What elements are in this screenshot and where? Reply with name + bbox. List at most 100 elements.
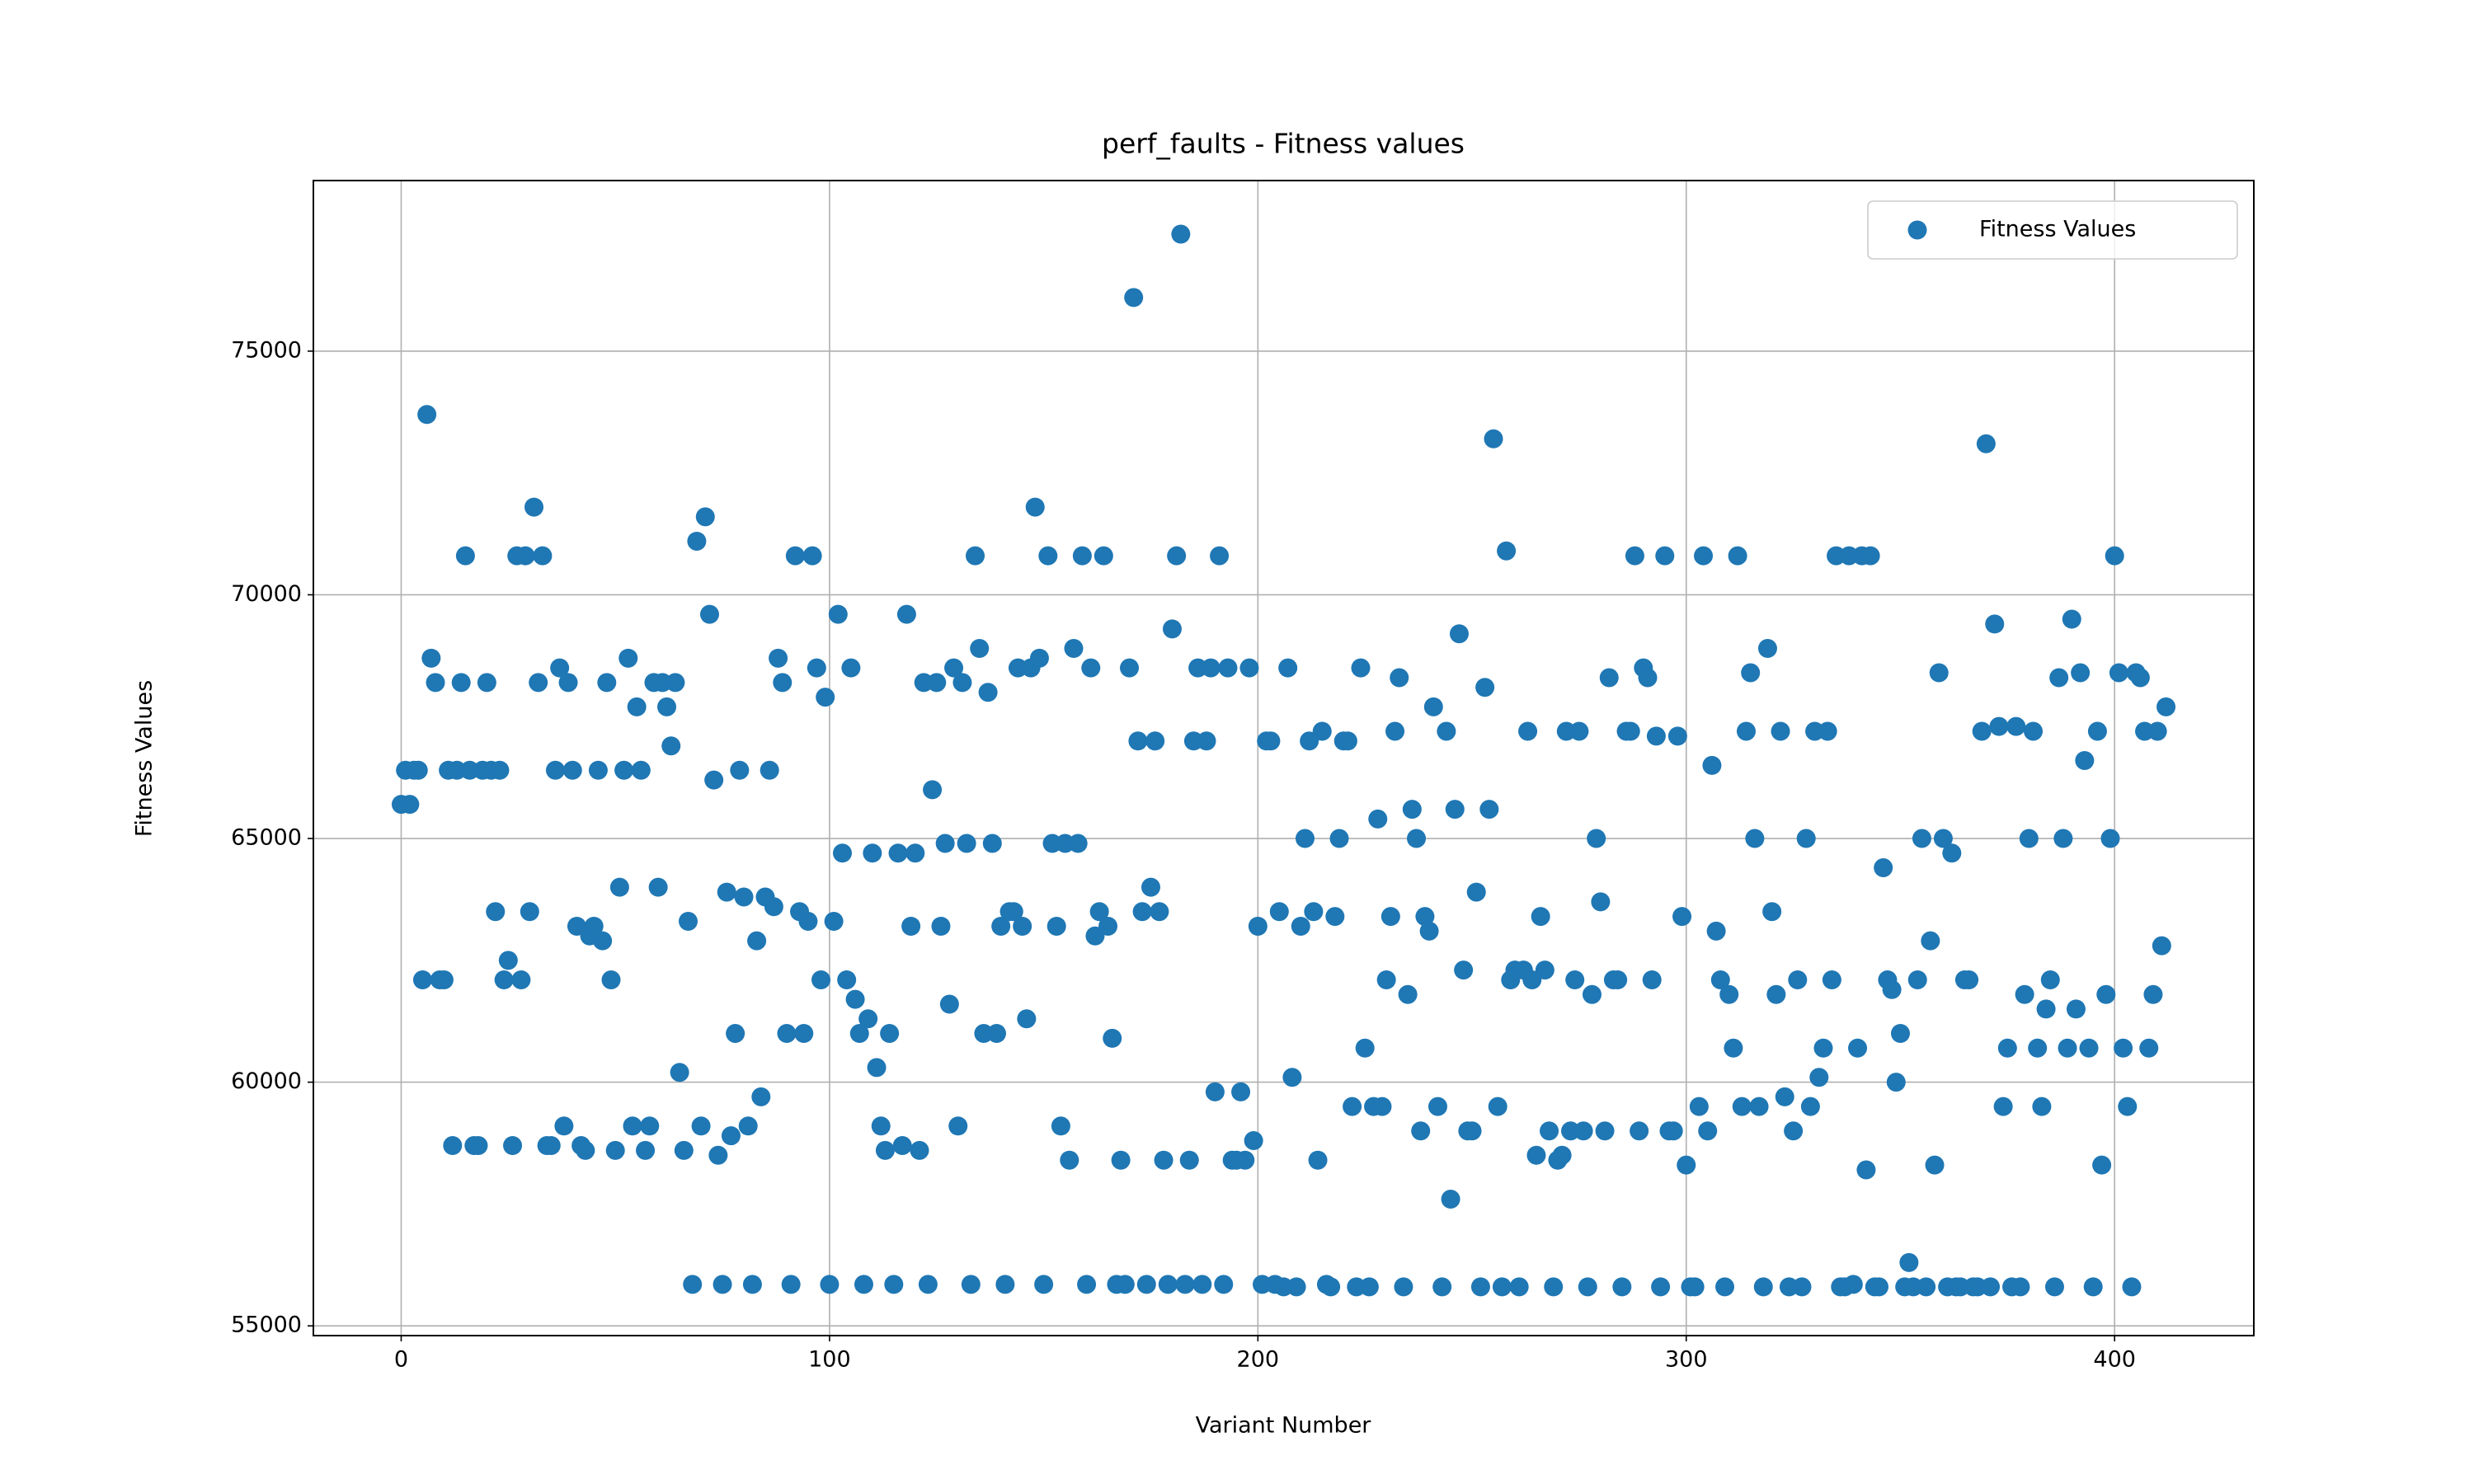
point [952,673,972,693]
point [1646,726,1666,746]
point [417,405,437,425]
point [1282,1068,1302,1087]
point [704,770,724,790]
x-tick-label: 0 [394,1347,408,1373]
point [601,970,621,989]
point [1663,1121,1683,1141]
point [588,760,608,780]
point [1766,984,1786,1004]
point [1582,984,1602,1004]
point [434,970,454,989]
point [1912,829,1931,848]
point [1771,721,1790,741]
point [2087,721,2107,741]
point [400,795,420,815]
point [1329,829,1349,848]
point [1098,916,1118,936]
point [2105,546,2124,566]
point [597,673,617,693]
point [871,1116,891,1136]
point [683,1275,703,1294]
point [593,931,613,951]
point [486,902,506,922]
point [623,1116,642,1136]
point [443,1135,463,1155]
point [1818,721,1837,741]
point [1719,984,1739,1004]
point [1997,1038,2017,1058]
point [892,1135,912,1155]
point [1540,1121,1559,1141]
point [1449,624,1469,644]
point [1788,970,1808,989]
point [550,658,570,678]
point [1796,829,1816,848]
point [2083,1277,2103,1297]
point [798,912,818,932]
point [1085,926,1105,946]
point [1724,1038,1743,1058]
point [1929,663,1949,683]
point [1792,1277,1812,1297]
point [1385,721,1405,741]
point [490,760,510,780]
point [995,1275,1015,1294]
point [1210,546,1230,566]
point [1535,960,1554,980]
point [713,1275,732,1294]
point [1291,916,1310,936]
point [1989,716,2009,736]
point [545,760,565,780]
point [888,843,908,863]
point [1800,1097,1820,1116]
point [1286,1277,1306,1297]
point [1278,658,1298,678]
point [828,604,848,624]
point [2118,1097,2138,1116]
point [734,887,754,907]
point [1355,1038,1375,1058]
x-tick-label: 100 [808,1347,851,1373]
point [1239,658,1259,678]
point [1677,1155,1696,1175]
point [1244,1131,1263,1151]
point [970,638,990,658]
point [918,1275,938,1294]
point [1462,1121,1482,1141]
point [944,658,964,678]
point [1415,907,1435,927]
legend: Fitness Values [1867,200,2238,260]
point [931,916,951,936]
point [2058,1038,2077,1058]
point [841,658,861,678]
point [1338,731,1357,751]
point [529,673,548,693]
point [2040,970,2060,989]
point [1976,434,1996,453]
point [2139,1038,2159,1058]
point [982,834,1002,853]
point [858,1009,878,1029]
point [2028,1038,2048,1058]
point [1072,546,1092,566]
point [657,697,677,716]
point [2053,829,2073,848]
point [1308,1150,1328,1170]
point [614,760,634,780]
point [661,736,681,756]
point [1261,731,1281,751]
point [636,1140,656,1160]
point [1775,1087,1794,1106]
point [781,1275,801,1294]
point [2152,936,2171,956]
point [1407,829,1427,848]
point [2023,721,2043,741]
point [515,546,535,566]
point [1398,984,1418,1004]
point [1124,288,1144,308]
point [1710,970,1730,989]
point [1145,731,1165,751]
point [2019,829,2039,848]
point [2032,1097,2052,1116]
point [605,1140,625,1160]
